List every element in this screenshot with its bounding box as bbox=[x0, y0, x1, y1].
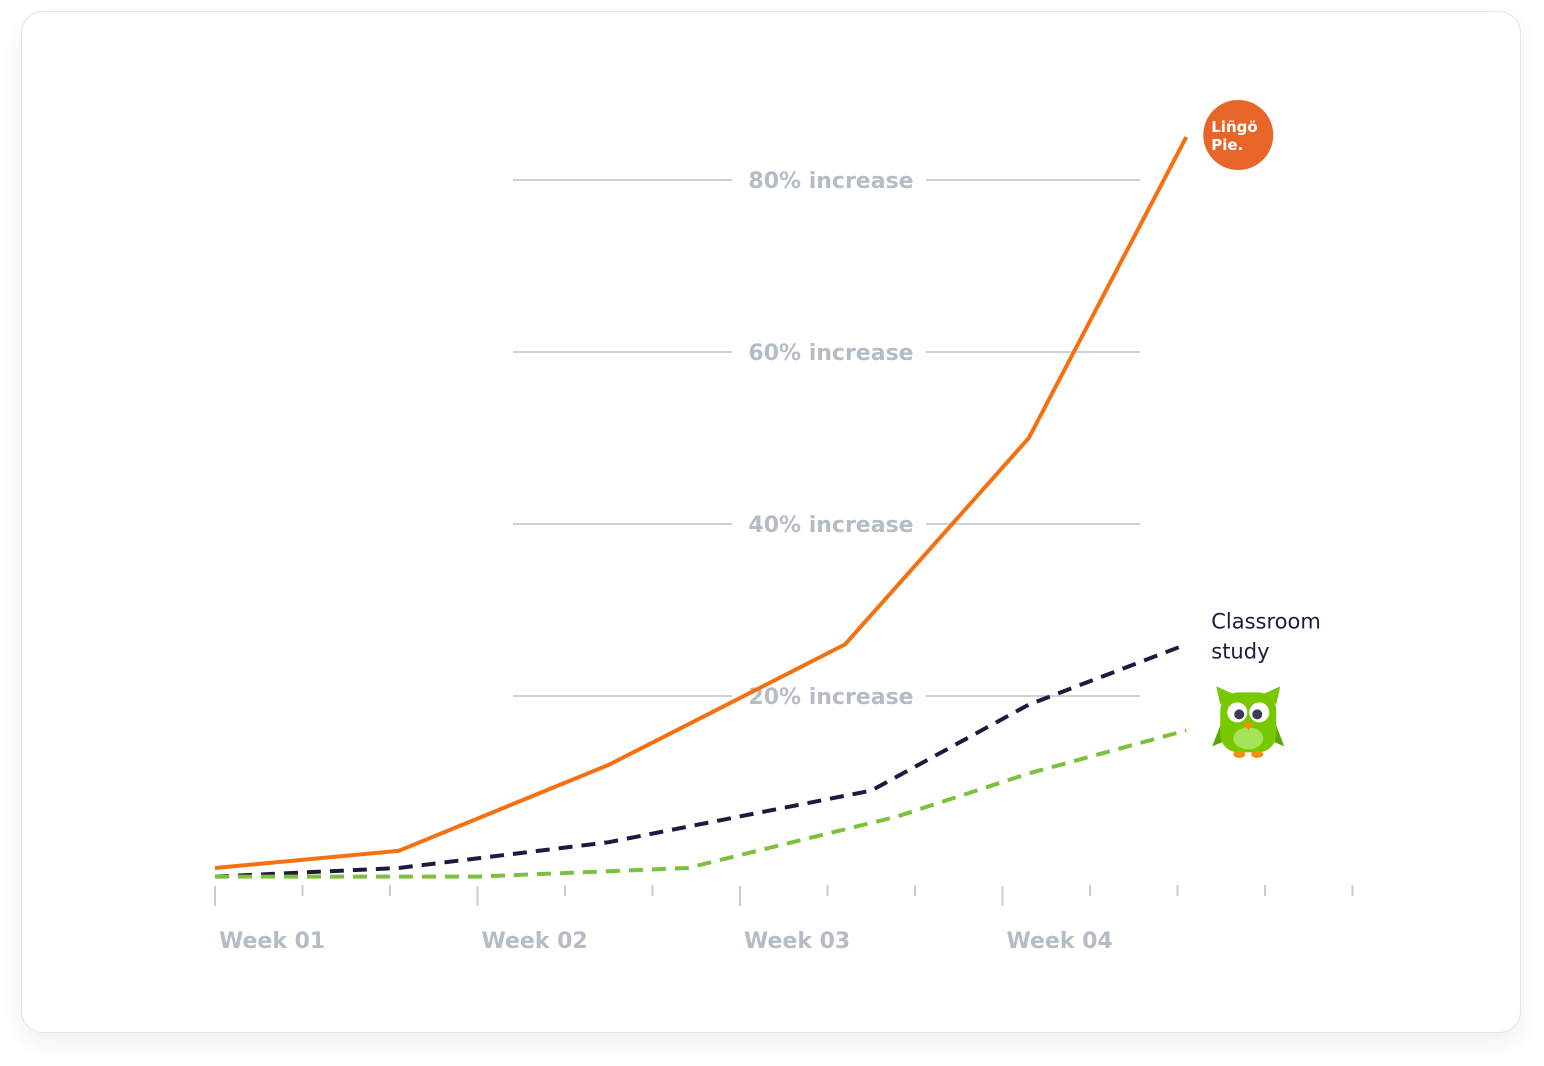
x-tick-label: Week 04 bbox=[1007, 929, 1113, 954]
lingopie-logo-badge bbox=[1203, 100, 1274, 170]
gridline-label: 60% increase bbox=[748, 341, 913, 366]
series-label-classroom: study bbox=[1211, 639, 1269, 663]
series-label-classroom: Classroom bbox=[1211, 609, 1321, 633]
x-axis: Week 01 Week 02 Week 03 Week 04 bbox=[214, 885, 1354, 954]
series-line-lingopie bbox=[214, 136, 1189, 870]
gridline-label: 40% increase bbox=[748, 513, 913, 538]
series-line-duolingo bbox=[215, 728, 1187, 879]
series-line-classroom bbox=[214, 642, 1188, 879]
gridline-label: 80% increase bbox=[748, 169, 913, 194]
x-tick-label: Week 03 bbox=[744, 929, 850, 954]
gridline-label: 20% increase bbox=[748, 685, 913, 710]
grid-layer: 20% increase 40% increase 60% increase 80% … bbox=[513, 169, 1140, 710]
x-tick-label: Week 02 bbox=[482, 929, 588, 954]
lingopie-logo-text: Liñgö bbox=[1211, 118, 1257, 136]
x-tick-label: Week 01 bbox=[219, 929, 325, 954]
lingopie-logo-text: Pie. bbox=[1211, 136, 1243, 154]
series-layer bbox=[214, 136, 1189, 879]
owl-mascot-icon bbox=[1212, 686, 1285, 758]
